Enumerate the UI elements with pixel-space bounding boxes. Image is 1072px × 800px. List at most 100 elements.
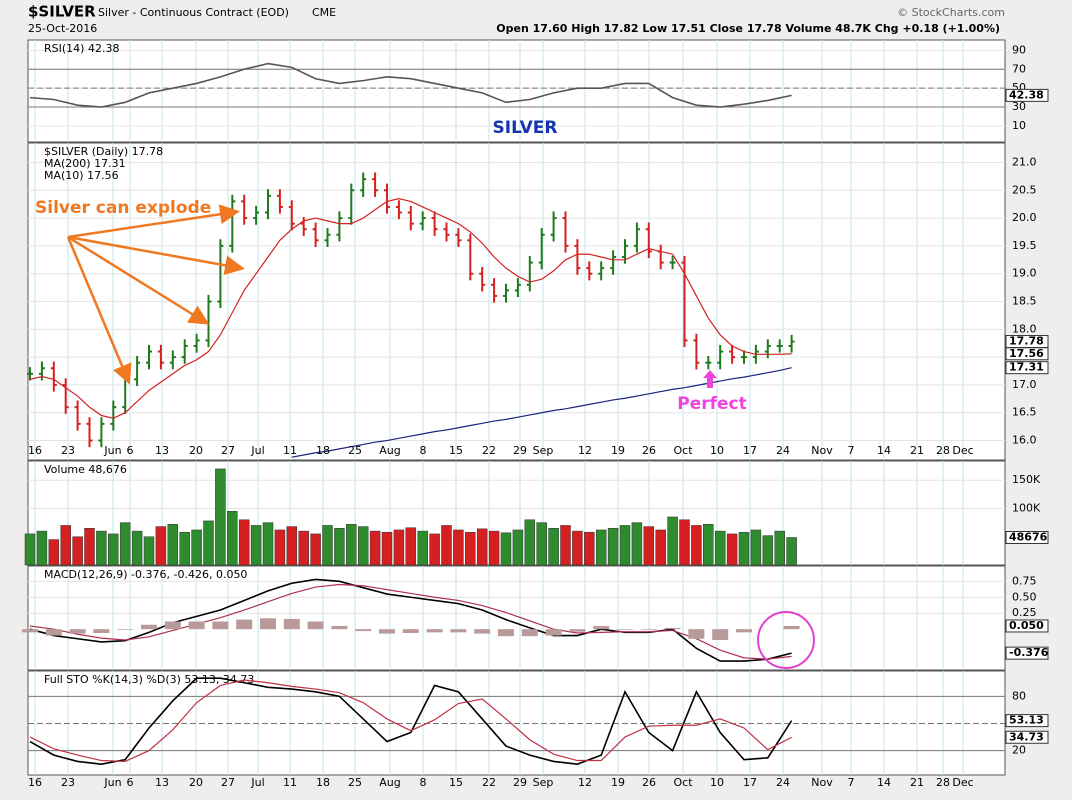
volume-bar — [643, 526, 655, 566]
volume-bar — [465, 531, 476, 566]
price-bar — [62, 378, 69, 414]
price-bar — [146, 344, 152, 370]
arrow-up — [703, 370, 717, 388]
price-bar — [336, 211, 343, 242]
volume-bar — [72, 536, 83, 566]
histogram-bar — [283, 618, 300, 630]
price-bar — [526, 255, 533, 292]
legend-entry: MA(200) 17.31 — [44, 157, 126, 170]
quote: Open 17.60 High 17.82 Low 17.51 Close 17… — [496, 22, 1000, 35]
price-bar — [443, 222, 450, 242]
volume-bar — [369, 530, 381, 566]
arrow — [67, 204, 240, 239]
histogram-bar — [783, 625, 800, 630]
x-tick-label: 10 — [710, 444, 724, 457]
annotation: Silver can explode — [35, 198, 211, 218]
price-bar — [503, 283, 509, 303]
price-bar — [372, 172, 379, 197]
x-tick-label: Oct — [673, 776, 693, 789]
price-bar — [788, 334, 795, 353]
x-tick-label: Jun — [103, 776, 121, 789]
y-tick-label: 19.5 — [1012, 239, 1037, 252]
y-tick-label: 18.0 — [1012, 322, 1037, 335]
histogram-bar — [569, 629, 586, 632]
volume-bar — [476, 528, 488, 566]
histogram-bar — [22, 629, 38, 633]
price-bar — [729, 344, 736, 364]
value-tag — [1005, 88, 1049, 102]
volume-bar — [691, 525, 702, 566]
arrow — [67, 235, 245, 276]
volume-bar — [381, 531, 393, 566]
volume-bar — [250, 525, 262, 566]
volume-bar — [572, 530, 583, 566]
volume-bar — [500, 532, 512, 566]
x-tick-label: Nov — [811, 444, 833, 457]
x-tick-label: 21 — [910, 776, 924, 789]
volume-bar — [48, 539, 60, 566]
price-bar — [717, 344, 724, 370]
x-tick-label: Sep — [533, 444, 554, 457]
x-tick-label: 13 — [155, 444, 169, 457]
price-bar — [610, 250, 617, 275]
legend-entry: Volume 48,676 — [44, 463, 127, 476]
price-bar — [467, 233, 474, 281]
price-bar — [217, 239, 224, 309]
volume-bar — [750, 529, 762, 566]
x-tick-label: 15 — [449, 444, 463, 457]
histogram-bar — [331, 625, 348, 630]
x-tick-label: 20 — [189, 776, 203, 789]
histogram-bar — [664, 627, 681, 630]
histogram-bar — [307, 621, 324, 630]
x-tick-label: 23 — [61, 444, 75, 457]
price-bar — [562, 211, 569, 253]
x-tick-label: 14 — [877, 444, 891, 457]
price-bar — [324, 228, 331, 247]
histogram-bar — [141, 624, 157, 630]
y-tick-label: 18.5 — [1012, 295, 1037, 308]
volume-bar — [738, 531, 750, 566]
x-tick-label: Oct — [673, 444, 693, 457]
x-tick-label: Dec — [952, 776, 973, 789]
x-tick-label: Aug — [379, 776, 400, 789]
price-bar — [276, 189, 283, 214]
price-bar — [705, 356, 712, 370]
histogram-bar — [426, 629, 443, 633]
price-bar — [110, 400, 117, 431]
volume-bar — [84, 528, 95, 566]
price-bar — [395, 200, 402, 220]
y-tick-label: 19.0 — [1012, 267, 1037, 280]
volume-bar — [310, 533, 321, 566]
panel-label: MACD(12,26,9) -0.376, -0.426, 0.050 — [44, 568, 247, 581]
volume-bar — [357, 526, 369, 566]
x-tick-label: 18 — [316, 444, 330, 457]
series-line — [29, 677, 793, 765]
price-bar — [776, 339, 783, 353]
volume-bar — [667, 516, 678, 566]
value-tag — [1005, 347, 1049, 361]
price-bar — [50, 361, 57, 392]
histogram-bar — [117, 629, 134, 630]
price-bar — [669, 255, 676, 270]
x-tick-label: 15 — [449, 776, 463, 789]
volume-bar — [322, 525, 333, 566]
price-bar — [633, 222, 640, 253]
volume-bar — [96, 530, 107, 566]
volume-bar — [119, 522, 131, 566]
price-bar — [574, 239, 581, 275]
histogram-bar — [236, 619, 253, 630]
y-tick-label: 30 — [1012, 100, 1026, 113]
annotation: Perfect — [677, 394, 747, 414]
price-bar — [86, 417, 93, 448]
panel-label: Full STO %K(14,3) %D(3) 53.13, 34.73 — [44, 673, 254, 686]
series-line — [29, 62, 792, 108]
y-tick-label: 150K — [1012, 473, 1041, 486]
x-tick-label: 16 — [28, 776, 42, 789]
x-tick-label: 27 — [221, 444, 235, 457]
volume-bar — [24, 533, 36, 566]
volume-bar — [453, 529, 464, 566]
histogram-bar — [521, 629, 538, 637]
histogram-bar — [69, 629, 86, 634]
x-tick-label: 29 — [513, 444, 527, 457]
value-tag-label: 42.38 — [1009, 88, 1044, 101]
